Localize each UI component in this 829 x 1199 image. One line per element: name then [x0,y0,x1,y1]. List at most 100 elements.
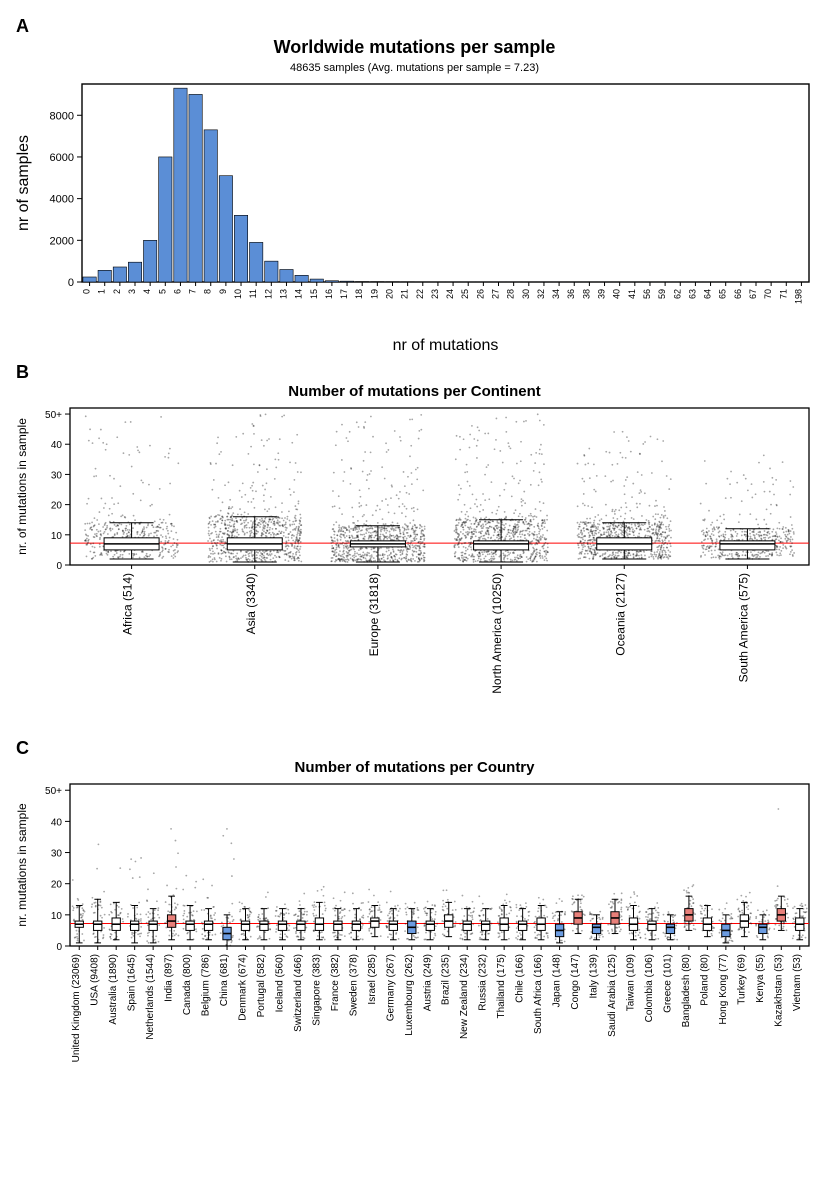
svg-text:4000: 4000 [50,194,74,206]
svg-text:25: 25 [460,289,470,299]
svg-text:10: 10 [233,289,243,299]
svg-text:71: 71 [778,289,788,299]
svg-text:38: 38 [581,289,591,299]
svg-text:12: 12 [263,289,273,299]
svg-text:nr of samples: nr of samples [15,135,32,231]
panel-c: C Number of mutations per Country 010203… [10,738,819,1096]
svg-text:40: 40 [612,289,622,299]
svg-text:65: 65 [718,289,728,299]
svg-text:Oceania (2127): Oceania (2127) [613,573,627,656]
panel-a-chart: 0200040006000800001234567891011121314151… [10,74,819,354]
svg-text:62: 62 [672,289,682,299]
svg-text:0: 0 [82,289,92,294]
svg-text:34: 34 [551,289,561,299]
svg-text:27: 27 [491,289,501,299]
svg-text:Switzerland (466): Switzerland (466) [293,954,304,1032]
svg-text:0: 0 [56,942,62,953]
svg-text:Europe (31818): Europe (31818) [367,573,381,656]
svg-text:2000: 2000 [50,235,74,247]
svg-text:2: 2 [112,289,122,294]
svg-text:24: 24 [445,289,455,299]
svg-text:32: 32 [536,289,546,299]
svg-text:20: 20 [51,501,63,512]
svg-text:30: 30 [51,470,63,481]
svg-text:17: 17 [339,289,349,299]
svg-text:14: 14 [294,289,304,299]
svg-text:66: 66 [733,289,743,299]
svg-text:30: 30 [521,289,531,299]
svg-text:Canada (800): Canada (800) [182,954,193,1015]
panel-c-chart: 01020304050+nr. mutations in sampleUnite… [10,776,819,1096]
panel-b-label: B [16,362,819,383]
svg-text:Australia (1890): Australia (1890) [108,954,119,1025]
svg-text:19: 19 [369,289,379,299]
svg-text:South America (575): South America (575) [736,573,750,682]
svg-text:7: 7 [188,289,198,294]
svg-text:39: 39 [597,289,607,299]
panel-b-title: Number of mutations per Continent [10,383,819,400]
svg-text:50+: 50+ [45,410,62,421]
svg-text:16: 16 [324,289,334,299]
svg-text:64: 64 [703,289,713,299]
svg-text:26: 26 [475,289,485,299]
panel-a: A Worldwide mutations per sample 48635 s… [10,16,819,354]
svg-text:USA (9408): USA (9408) [90,954,101,1006]
svg-text:Portugal (582): Portugal (582) [256,954,267,1017]
svg-text:40: 40 [51,440,63,451]
svg-text:8: 8 [203,289,213,294]
panel-c-label: C [16,738,819,759]
svg-text:28: 28 [506,289,516,299]
svg-text:0: 0 [56,561,62,572]
svg-text:0: 0 [68,277,74,289]
svg-text:Belgium (786): Belgium (786) [201,954,212,1016]
svg-text:3: 3 [127,289,137,294]
svg-text:30: 30 [51,849,63,860]
svg-text:nr. mutations in sample: nr. mutations in sample [15,803,29,927]
svg-text:Iceland (560): Iceland (560) [274,954,285,1012]
svg-text:Spain (1645): Spain (1645) [127,954,138,1011]
svg-text:United Kingdom (23069): United Kingdom (23069) [71,954,82,1062]
svg-text:8000: 8000 [50,110,74,122]
svg-text:India (897): India (897) [164,954,175,1002]
svg-text:23: 23 [430,289,440,299]
svg-text:Africa (514): Africa (514) [121,573,135,635]
svg-text:6: 6 [172,289,182,294]
panel-a-title: Worldwide mutations per sample [10,37,819,58]
svg-text:40: 40 [51,817,63,828]
svg-text:21: 21 [400,289,410,299]
svg-text:36: 36 [566,289,576,299]
svg-text:nr of mutations: nr of mutations [393,337,499,354]
panel-a-label: A [16,16,819,37]
svg-text:Netherlands (1544): Netherlands (1544) [145,954,156,1040]
svg-text:198: 198 [793,289,803,304]
svg-text:59: 59 [657,289,667,299]
svg-text:9: 9 [218,289,228,294]
svg-text:11: 11 [248,289,258,298]
svg-text:1: 1 [97,289,107,294]
svg-text:63: 63 [687,289,697,299]
svg-text:Asia (3340): Asia (3340) [244,573,258,634]
svg-text:4: 4 [142,289,152,294]
svg-text:10: 10 [51,531,63,542]
svg-text:15: 15 [309,289,319,299]
svg-text:China (681): China (681) [219,954,230,1006]
panel-b: B Number of mutations per Continent 0 10 2… [10,362,819,730]
svg-text:20: 20 [384,289,394,299]
svg-text:6000: 6000 [50,152,74,164]
svg-text:41: 41 [627,289,637,299]
svg-text:13: 13 [278,289,288,299]
panel-c-title: Number of mutations per Country [10,759,819,776]
svg-text:22: 22 [415,289,425,299]
svg-text:18: 18 [354,289,364,299]
svg-text:nr. of mutations in sample: nr. of mutations in sample [15,418,29,555]
svg-text:56: 56 [642,289,652,299]
panel-a-subtitle: 48635 samples (Avg. mutations per sample… [10,62,819,74]
svg-text:Singapore (383): Singapore (383) [311,954,322,1026]
svg-text:North America (10250): North America (10250) [490,573,504,694]
svg-text:20: 20 [51,880,63,891]
svg-text:50+: 50+ [45,786,62,797]
panel-b-chart: 0 10 20 30 40 50+ nr. of mutations in sample Af… [10,400,819,730]
svg-text:Denmark (674): Denmark (674) [238,954,249,1021]
svg-text:5: 5 [157,289,167,294]
svg-text:70: 70 [763,289,773,299]
